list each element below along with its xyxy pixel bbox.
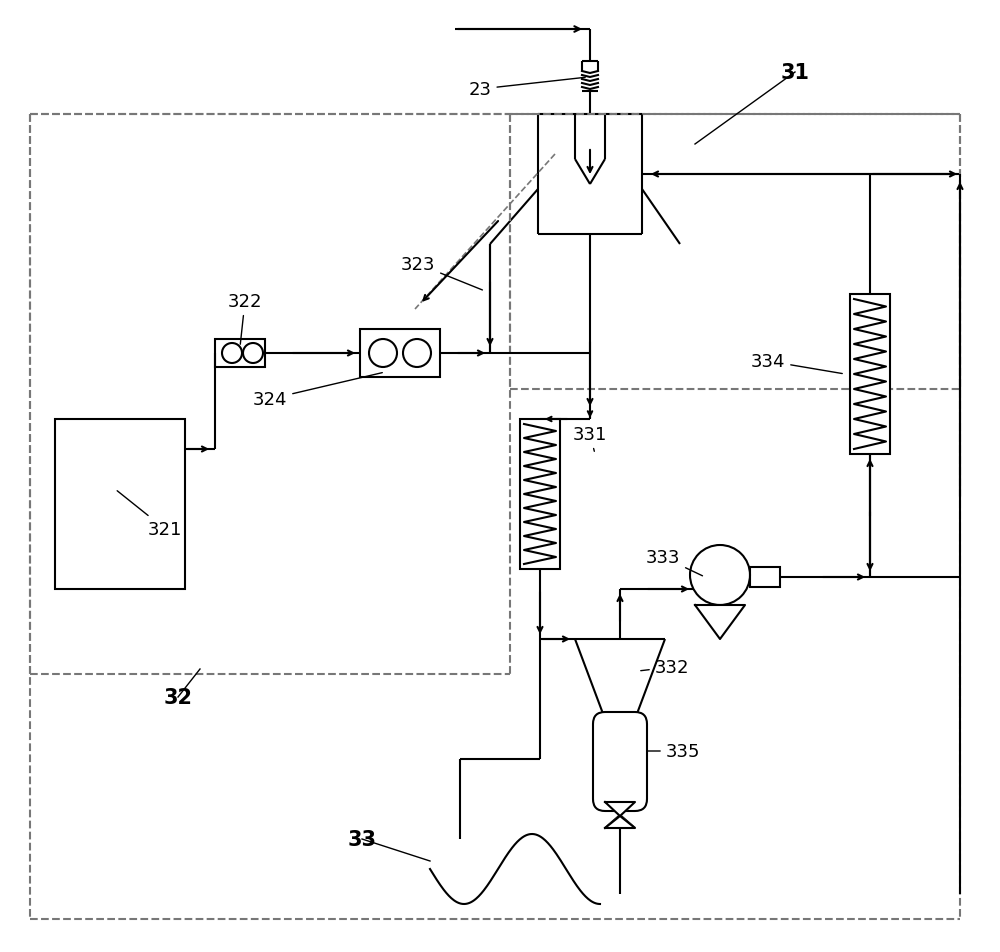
Text: 335: 335 [648,743,700,761]
FancyBboxPatch shape [593,712,647,811]
Text: 332: 332 [641,659,689,676]
Text: 334: 334 [751,352,842,374]
Bar [55,420,185,589]
Bar [360,329,440,378]
Text: 333: 333 [646,548,702,576]
Polygon shape [605,803,635,816]
Text: 32: 32 [164,687,193,707]
Text: 324: 324 [253,373,382,408]
Polygon shape [695,605,745,640]
Bar [750,567,780,587]
Polygon shape [605,816,635,828]
Text: 331: 331 [573,426,607,452]
Text: 23: 23 [469,78,585,99]
Text: 33: 33 [348,829,377,849]
Circle shape [690,545,750,605]
Text: 323: 323 [401,256,482,290]
Bar [215,340,265,367]
Text: 322: 322 [228,292,262,345]
Bar [850,295,890,454]
Bar [520,420,560,569]
Text: 321: 321 [117,491,182,539]
Text: 31: 31 [780,63,810,83]
